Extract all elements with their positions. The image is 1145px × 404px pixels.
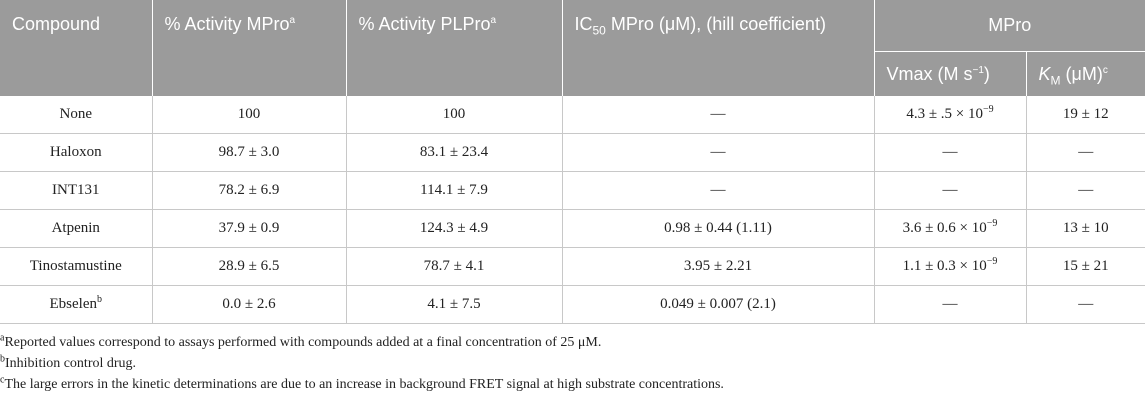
cell-activity-mpro: 37.9 ± 0.9	[152, 209, 347, 248]
table-row: Haloxon 98.7 ± 3.0 83.1 ± 23.4 — — —	[0, 133, 1145, 172]
cell-compound: None	[0, 96, 153, 134]
cell-activity-plpro: 114.1 ± 7.9	[346, 171, 563, 210]
table-row: Ebselenb 0.0 ± 2.6 4.1 ± 7.5 0.049 ± 0.0…	[0, 285, 1145, 324]
footnote: cThe large errors in the kinetic determi…	[0, 374, 724, 392]
footnote: bInhibition control drug.	[0, 353, 137, 371]
table-row: Tinostamustine 28.9 ± 6.5 78.7 ± 4.1 3.9…	[0, 247, 1145, 286]
cell-ic50: —	[562, 96, 875, 134]
cell-activity-mpro: 28.9 ± 6.5	[152, 247, 347, 286]
cell-vmax: 1.1 ± 0.3 × 10−9	[874, 247, 1027, 286]
cell-km: 19 ± 12	[1026, 96, 1145, 134]
header-vmax: Vmax (M s−1)	[874, 51, 1027, 96]
cell-activity-mpro: 100	[152, 96, 347, 134]
cell-activity-plpro: 4.1 ± 7.5	[346, 285, 563, 324]
footnotes: aReported values correspond to assays pe…	[0, 324, 1145, 395]
cell-compound: INT131	[0, 171, 153, 210]
cell-activity-mpro: 0.0 ± 2.6	[152, 285, 347, 324]
table-row: INT131 78.2 ± 6.9 114.1 ± 7.9 — — —	[0, 171, 1145, 210]
cell-compound: Atpenin	[0, 209, 153, 248]
cell-km: —	[1026, 285, 1145, 324]
cell-vmax: 3.6 ± 0.6 × 10−9	[874, 209, 1027, 248]
footnote: aReported values correspond to assays pe…	[0, 332, 602, 350]
cell-ic50: —	[562, 171, 875, 210]
header-mpro-group: MPro	[874, 0, 1145, 52]
cell-activity-mpro: 98.7 ± 3.0	[152, 133, 347, 172]
header-activity-mpro: % Activity MProa	[152, 0, 347, 96]
cell-vmax: —	[874, 133, 1027, 172]
header-compound: Compound	[0, 0, 153, 96]
cell-km: —	[1026, 171, 1145, 210]
results-table: Compound % Activity MProa % Activity PLP…	[0, 0, 1145, 324]
cell-ic50: 0.049 ± 0.007 (2.1)	[562, 285, 875, 324]
cell-compound: Tinostamustine	[0, 247, 153, 286]
cell-km: 15 ± 21	[1026, 247, 1145, 286]
cell-activity-plpro: 100	[346, 96, 563, 134]
cell-activity-mpro: 78.2 ± 6.9	[152, 171, 347, 210]
cell-km: 13 ± 10	[1026, 209, 1145, 248]
cell-vmax: 4.3 ± .5 × 10−9	[874, 96, 1027, 134]
cell-activity-plpro: 83.1 ± 23.4	[346, 133, 563, 172]
cell-km: —	[1026, 133, 1145, 172]
cell-activity-plpro: 78.7 ± 4.1	[346, 247, 563, 286]
header-km: KM (μM)c	[1026, 51, 1145, 96]
header-ic50: IC50 MPro (μM), (hill coefficient)	[562, 0, 875, 96]
cell-vmax: —	[874, 171, 1027, 210]
cell-ic50: 3.95 ± 2.21	[562, 247, 875, 286]
table-row: Atpenin 37.9 ± 0.9 124.3 ± 4.9 0.98 ± 0.…	[0, 209, 1145, 248]
cell-vmax: —	[874, 285, 1027, 324]
cell-ic50: 0.98 ± 0.44 (1.11)	[562, 209, 875, 248]
cell-compound: Haloxon	[0, 133, 153, 172]
header-activity-plpro: % Activity PLProa	[346, 0, 563, 96]
table-row: None 100 100 — 4.3 ± .5 × 10−9 19 ± 12	[0, 96, 1145, 134]
cell-ic50: —	[562, 133, 875, 172]
cell-activity-plpro: 124.3 ± 4.9	[346, 209, 563, 248]
cell-compound: Ebselenb	[0, 285, 153, 324]
